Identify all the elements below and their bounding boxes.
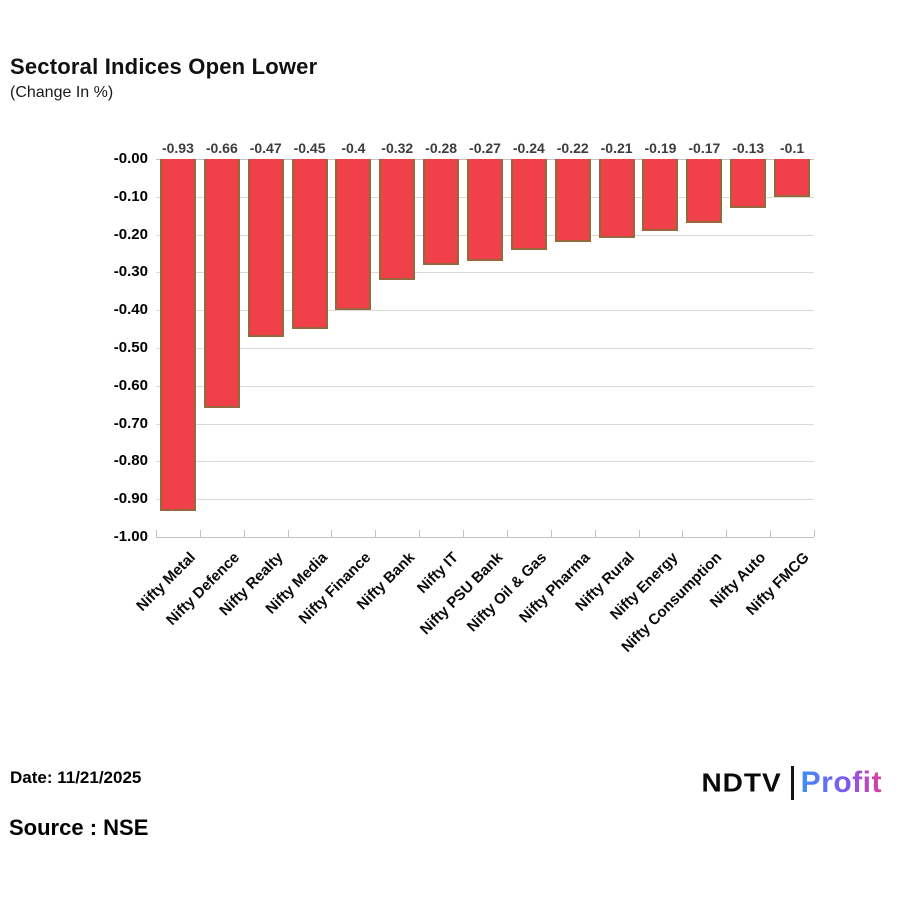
bar-nifty-realty [248, 159, 284, 337]
chart-header: Sectoral Indices Open Lower (Change In %… [10, 54, 317, 102]
bar-value-label: -0.21 [600, 140, 633, 156]
bar-nifty-pharma [555, 159, 591, 242]
chart-subtitle: (Change In %) [10, 84, 114, 101]
x-axis-tick [200, 530, 201, 537]
bar-nifty-energy [642, 159, 678, 231]
bar-nifty-auto [730, 159, 766, 208]
x-axis-tick [726, 530, 727, 537]
x-axis-tick [770, 530, 771, 537]
y-tick-label: -0.00 [113, 150, 148, 167]
bar-nifty-oil-gas [511, 159, 547, 250]
bar-chart-plot-area: -0.00 -0.10 -0.20 -0.30 -0.40 -0.50 -0.60 -0.70… [114, 140, 815, 656]
y-tick-label: -0.70 [113, 415, 148, 432]
y-tick-label: -1.00 [113, 528, 148, 545]
bar-value-label: -0.22 [556, 140, 589, 156]
bar-value-label: -0.28 [425, 140, 458, 156]
logo-divider [790, 766, 794, 800]
y-tick-label: -0.60 [113, 377, 148, 394]
bar-nifty-media [292, 159, 328, 329]
bar-value-label: -0.66 [205, 140, 238, 156]
bar-value-label: -0.4 [341, 140, 366, 156]
bar-value-label: -0.93 [161, 140, 194, 156]
page-title: Sectoral Indices Open Lower [10, 54, 318, 79]
x-axis-line [156, 537, 814, 538]
bar-value-label: -0.17 [688, 140, 721, 156]
x-axis-tick [419, 530, 420, 537]
bar-nifty-metal [160, 159, 196, 511]
gridline [156, 461, 814, 462]
bar-nifty-psu-bank [467, 159, 503, 261]
bar-nifty-fmcg [774, 159, 810, 197]
x-axis-tick [639, 530, 640, 537]
bar-value-label: -0.45 [293, 140, 326, 156]
gridline [156, 348, 814, 349]
bar-nifty-bank [379, 159, 415, 280]
bar-value-label: -0.1 [780, 140, 805, 156]
x-axis-tick [507, 530, 508, 537]
date-label: Date: 11/21/2025 [10, 768, 142, 787]
bar-nifty-consumption [686, 159, 722, 223]
x-axis-tick [244, 530, 245, 537]
x-axis-tick [463, 530, 464, 537]
x-axis-tick [331, 530, 332, 537]
x-axis-tick [682, 530, 683, 537]
x-axis-tick [375, 530, 376, 537]
bar-nifty-finance [335, 159, 371, 310]
bar-nifty-rural [599, 159, 635, 238]
gridline [156, 499, 814, 500]
gridline [156, 424, 814, 425]
y-tick-label: -0.10 [113, 188, 148, 205]
bar-value-label: -0.32 [381, 140, 414, 156]
gridline [156, 310, 814, 311]
profit-logo-text: Profit [800, 766, 882, 799]
y-tick-label: -0.90 [113, 490, 148, 507]
x-axis-tick [814, 530, 815, 537]
bar-nifty-it [423, 159, 459, 265]
y-tick-label: -0.20 [113, 226, 148, 243]
bar-value-label: -0.47 [249, 140, 282, 156]
x-axis-tick [288, 530, 289, 537]
gridline [156, 272, 814, 273]
y-tick-label: -0.30 [113, 263, 148, 280]
x-axis-tick [156, 530, 157, 537]
bar-value-label: -0.19 [644, 140, 677, 156]
source-label: Source : NSE [9, 815, 149, 840]
bar-value-label: -0.27 [469, 140, 501, 156]
x-axis-tick [595, 530, 596, 537]
x-axis-tick [551, 530, 552, 537]
gridline [156, 386, 814, 387]
bar-nifty-defence [204, 159, 240, 408]
y-tick-label: -0.40 [113, 301, 148, 318]
y-tick-label: -0.50 [113, 339, 148, 356]
ndtv-logo-text: NDTV [701, 768, 782, 797]
bar-value-label: -0.24 [512, 140, 545, 156]
y-tick-label: -0.80 [113, 452, 148, 469]
bar-value-label: -0.13 [732, 140, 765, 156]
ndtv-profit-logo: NDTV Profit [701, 766, 882, 800]
